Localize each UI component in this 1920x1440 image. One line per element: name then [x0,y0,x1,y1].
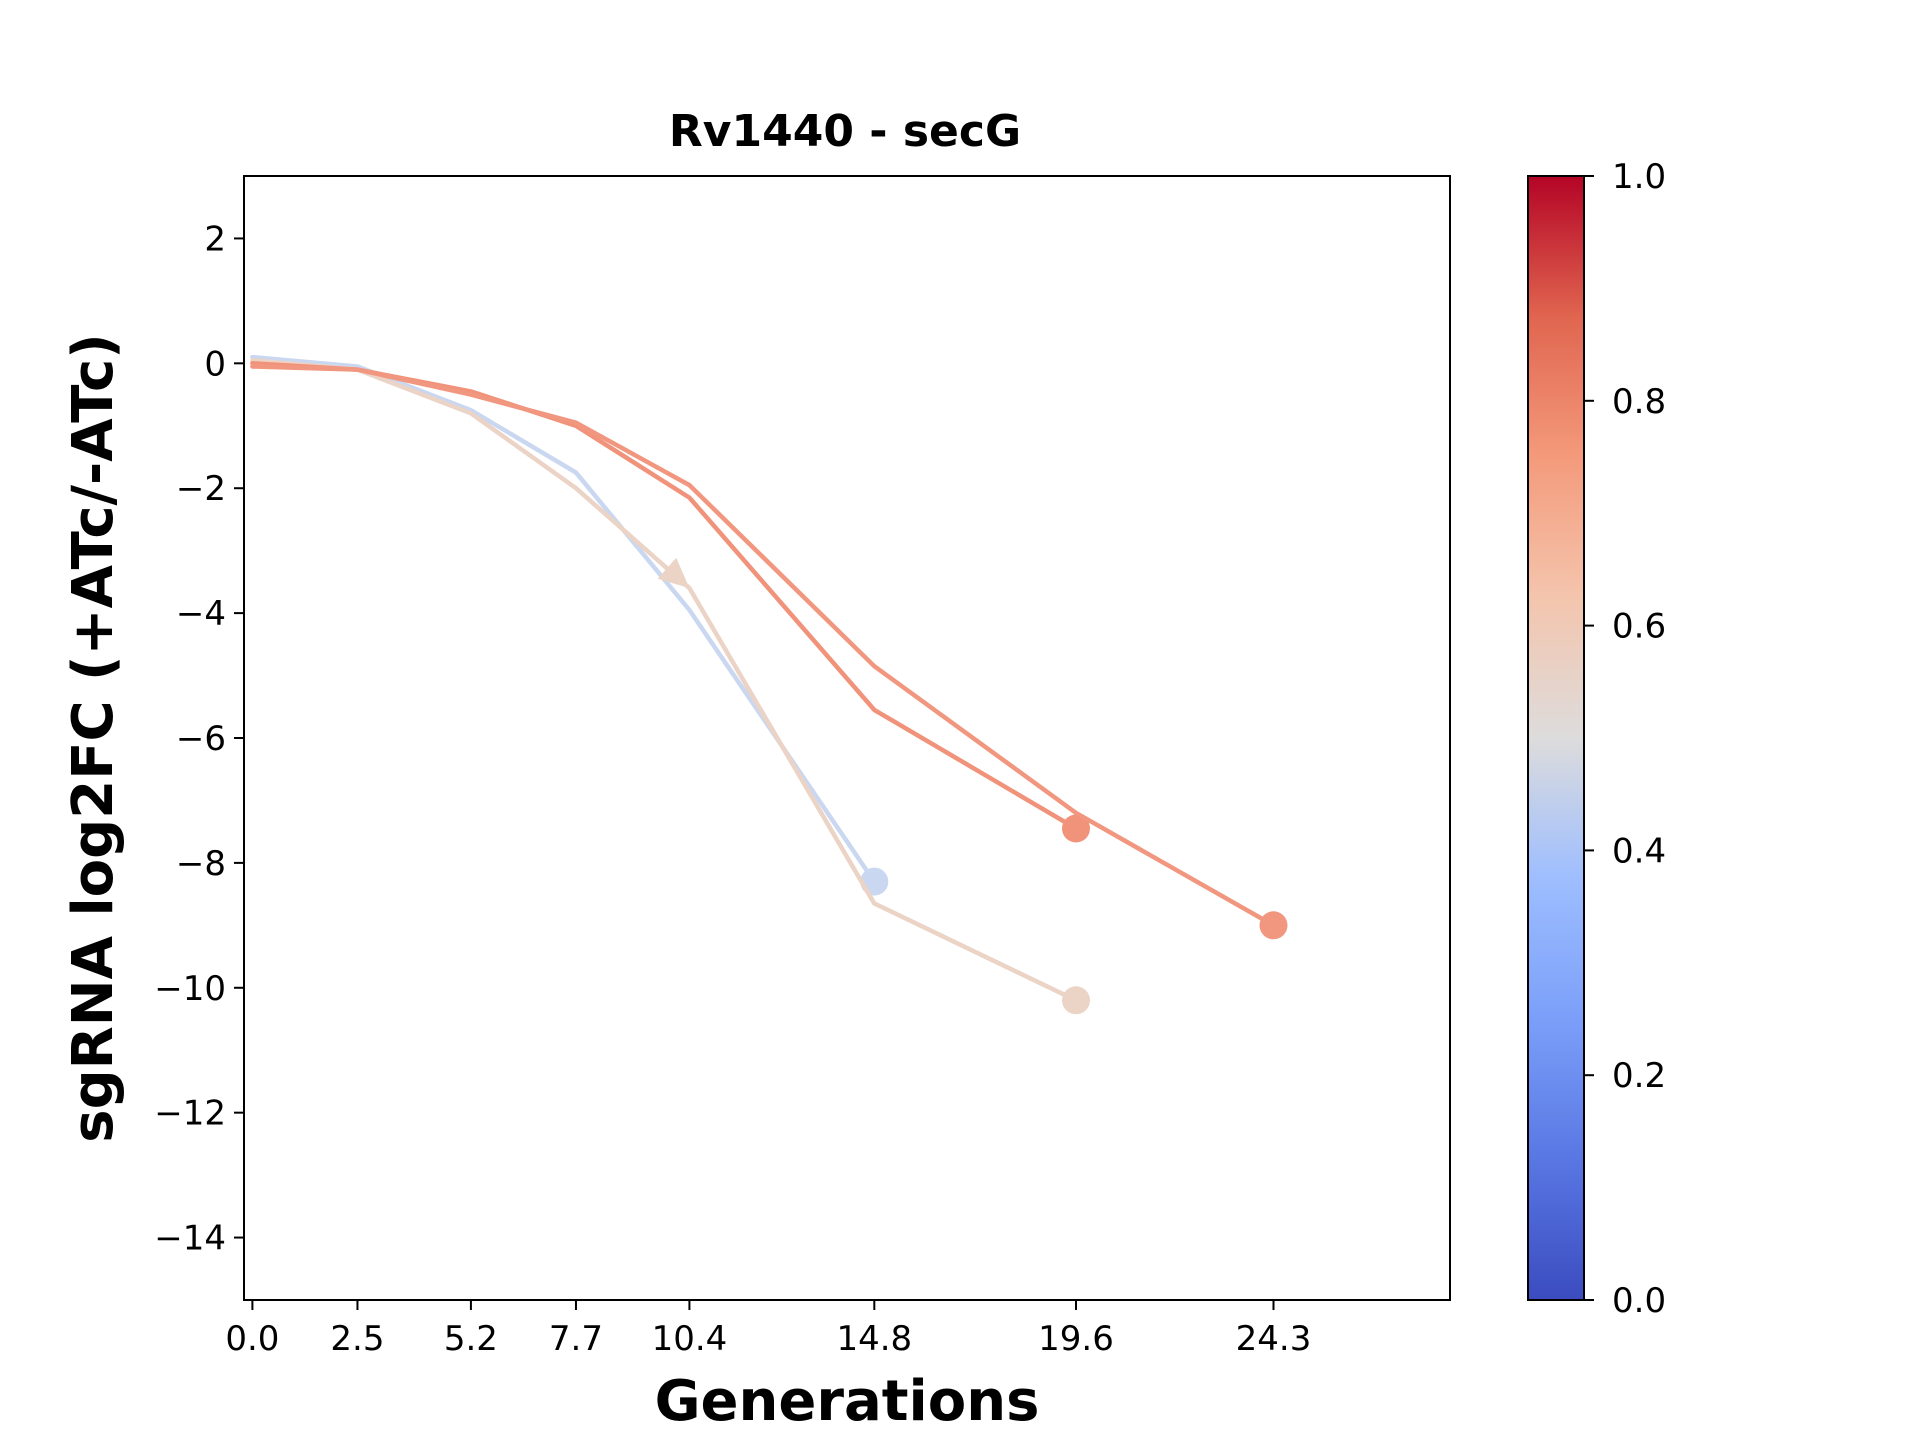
y-tick-label: 2 [204,219,226,259]
chart-title: Rv1440 - secG [669,106,1021,157]
x-tick-label: 7.7 [549,1319,603,1359]
colorbar-tick-label: 0.0 [1612,1281,1666,1321]
x-tick-label: 0.0 [225,1319,279,1359]
plot-frame [243,175,1451,1301]
series-2-endpoint [1062,986,1090,1015]
y-tick-label: −2 [176,469,226,509]
x-tick-label: 2.5 [330,1319,384,1359]
series-3-line [250,361,1079,831]
series-2-arrowhead [657,557,690,589]
y-tick-label: −10 [154,969,226,1009]
x-tick-label: 14.8 [836,1319,912,1359]
series-1-endpoint [860,867,889,896]
axis-ticks: 0.0 2.5 5.2 7.7 10.4 14.8 19.6 24.3 2 0 −2 −4 −6 −8 −1… [154,219,1311,1359]
colorbar-ticks: 0.0 0.2 0.4 0.6 0.8 1.0 [1584,157,1666,1321]
y-tick-label: −12 [154,1094,226,1134]
y-tick-label: −4 [176,594,226,634]
x-tick-label: 5.2 [444,1319,498,1359]
x-tick-label: 19.6 [1038,1319,1114,1359]
colorbar-tick-label: 0.6 [1612,607,1666,647]
series-3-endpoint [1062,814,1090,843]
y-tick-label: 0 [204,344,226,384]
x-tick-label: 24.3 [1236,1319,1312,1359]
series-layer [250,354,1288,1015]
y-tick-label: −14 [154,1219,226,1259]
colorbar-tick-label: 0.4 [1612,831,1666,871]
series-1-line [250,354,877,884]
y-tick-label: −6 [176,719,226,759]
x-tick-label: 10.4 [652,1319,728,1359]
x-axis-label: Generations [655,1369,1040,1434]
series-4-endpoint [1259,911,1288,940]
colorbar-tick-label: 0.2 [1612,1056,1666,1096]
colorbar-tick-label: 1.0 [1612,157,1666,197]
y-tick-label: −8 [176,844,226,884]
colorbar [1527,175,1585,1301]
colorbar-tick-label: 0.8 [1612,382,1666,422]
series-2-line [250,357,1079,1003]
y-axis-label: sgRNA log2FC (+ATc/-ATc) [61,333,126,1143]
series-4-line [250,364,1276,928]
